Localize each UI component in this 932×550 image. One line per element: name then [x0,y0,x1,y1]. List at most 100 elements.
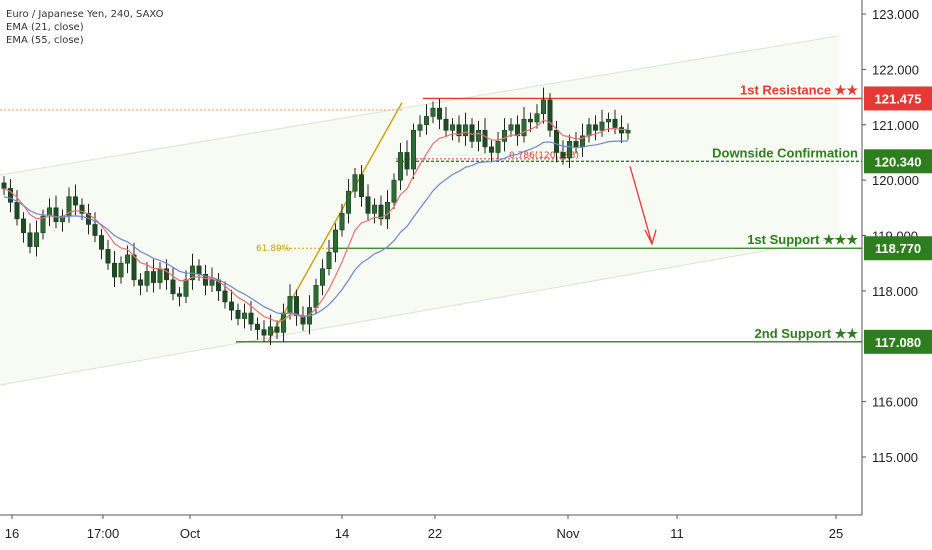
y-tick-label: 121.000 [872,118,919,133]
candle [527,112,533,132]
candle [592,115,598,141]
candle-body [443,118,449,131]
candle-body [547,99,553,131]
candle-body [164,268,170,281]
candle-body [371,204,377,214]
price-badge-text: 118.770 [875,241,921,256]
price-badge-bg [864,86,932,111]
x-tick-label: Nov [556,526,580,541]
price-badge-text: 120.340 [875,154,922,169]
candle-body [319,268,325,286]
candle-body [488,146,494,153]
candle-body [267,326,273,336]
candle-body [332,229,338,253]
y-tick-label: 122.000 [872,62,919,77]
candle-body [365,196,371,214]
downside-arrow [629,166,657,246]
candle [430,101,436,124]
y-tick-label: 115.000 [872,450,918,465]
candle [144,262,150,292]
arrow-head [644,229,657,246]
candle [599,109,605,137]
candle [495,131,501,160]
candle-body [118,262,124,278]
candle-body [1,182,7,189]
candle-body [313,285,319,308]
candle-body [436,107,442,120]
candle-body [287,296,293,314]
candle-body [40,215,46,234]
candle-body [183,279,189,297]
candle [488,140,494,163]
candle-body [560,152,566,159]
candle-body [157,268,163,283]
price-badge: 120.340 [864,149,932,174]
candle [410,123,416,180]
candle-body [151,271,157,283]
candle [20,212,26,243]
candle [534,104,540,129]
candle [33,220,39,257]
candle-body [177,293,183,297]
price-badge: 121.475 [864,86,932,111]
candle-body [144,271,150,286]
candle-body [53,207,59,222]
fib-786-label: 0.786(120.383) [509,151,579,161]
candle-body [196,265,202,275]
candle-body [397,152,403,181]
candlesticks [1,87,631,346]
candle-body [495,141,501,153]
candle [27,223,33,254]
y-tick-label: 120.000 [872,173,919,188]
candle-body [345,190,351,214]
candle-body [430,107,436,117]
candle-body [573,141,579,148]
candle [170,267,176,301]
candle [475,120,481,152]
candle-body [131,254,137,281]
candle [358,165,364,207]
chart-legend: Euro / Japanese Yen, 240, SAXO EMA (21, … [6,8,164,47]
candle [443,107,449,137]
candle-body [592,124,598,131]
x-tick-label: 16 [5,526,19,541]
candle-body [605,118,611,123]
candle [92,212,98,243]
candle-body [508,124,514,131]
y-tick-label: 123.000 [872,7,919,22]
candle [261,320,267,342]
level-label: 1st Support ★★★ [747,232,858,247]
legend-symbol: Euro / Japanese Yen, 240, SAXO [6,9,164,20]
candle-body [33,232,39,247]
candle-body [280,312,286,333]
candle-body [229,301,235,311]
candle [612,109,618,135]
candle-body [410,129,416,170]
candle-body [274,326,280,333]
candle [99,228,105,260]
candle-body [242,312,248,319]
price-badges: 121.475 120.340 118.770 117.080 [864,86,932,354]
candle-body [20,218,26,234]
candle [573,131,579,154]
x-tick-label: 11 [670,526,684,541]
candle-body [553,129,559,153]
candle [436,98,442,130]
candle-body [248,312,254,325]
candle-body [99,235,105,250]
candle [332,223,338,263]
candle-body [482,129,488,148]
candle [540,87,546,124]
candle [553,120,559,163]
candle [371,198,377,224]
candle-body [112,262,118,278]
y-tick-label: 116.000 [872,395,918,410]
candle-body [456,124,462,137]
candle [417,115,423,137]
price-badge-bg [864,236,932,261]
candle-body [27,232,33,247]
candle-body [209,279,215,286]
candle [404,140,410,176]
candle-body [255,323,261,330]
